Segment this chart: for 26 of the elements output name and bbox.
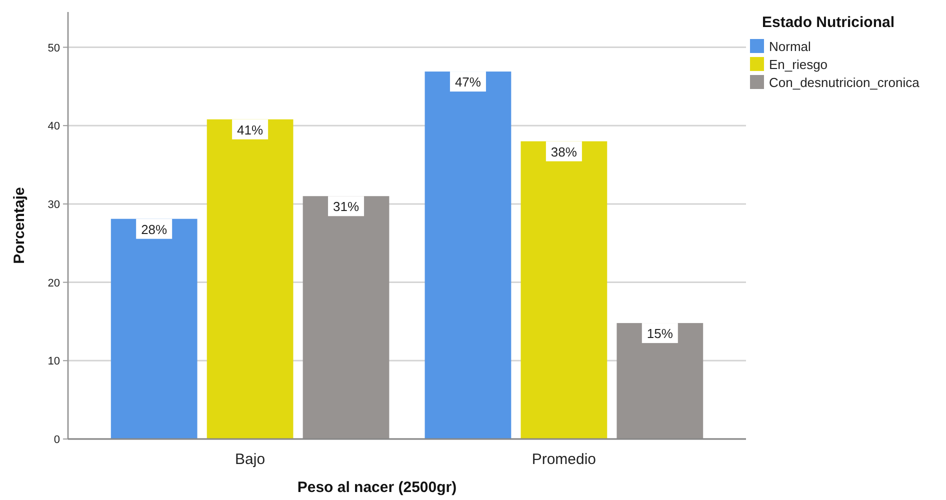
bar xyxy=(616,323,704,439)
bar xyxy=(424,72,512,439)
data-label: 15% xyxy=(646,326,674,342)
x-axis-title: Peso al nacer (2500gr) xyxy=(297,479,457,496)
bar xyxy=(110,218,198,439)
legend-label: Con_desnutricion_cronica xyxy=(769,75,920,90)
legend-label: Normal xyxy=(769,39,812,54)
y-tick-label: 30 xyxy=(48,198,60,211)
y-tick-label: 10 xyxy=(48,356,60,368)
bar xyxy=(206,119,294,439)
legend-label: En_riesgo xyxy=(769,57,828,72)
x-tick-label: Promedio xyxy=(532,451,596,468)
data-label: 47% xyxy=(454,74,482,90)
y-tick-label: 20 xyxy=(48,277,60,290)
legend-title: Estado Nutricional xyxy=(762,14,895,31)
y-tick-label: 40 xyxy=(48,120,60,133)
bar xyxy=(302,196,390,439)
x-tick-label: Bajo xyxy=(235,451,266,468)
y-tick-label: 50 xyxy=(48,42,60,54)
data-label: 38% xyxy=(550,144,578,160)
y-axis-title: Porcentaje xyxy=(11,187,28,264)
y-tick-label: 0 xyxy=(54,434,60,446)
data-label: 31% xyxy=(333,199,360,214)
data-label: 41% xyxy=(237,122,264,138)
data-label: 28% xyxy=(141,222,168,237)
bar xyxy=(520,141,608,439)
